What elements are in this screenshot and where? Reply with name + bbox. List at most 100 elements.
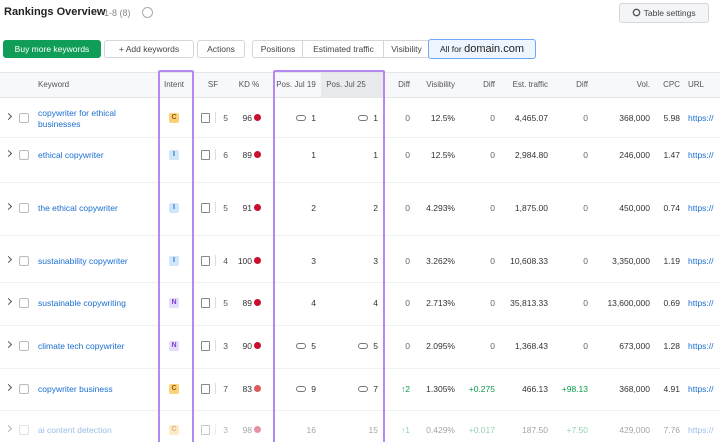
column-header[interactable]: Visibility [426, 80, 455, 89]
sf-icon [201, 113, 210, 123]
cell: 0.429% [426, 425, 455, 435]
keyword[interactable]: copywriter business [38, 384, 113, 394]
add-keywords[interactable]: + Add keywords [104, 40, 194, 58]
sf-icon [201, 203, 210, 213]
checkbox[interactable] [19, 384, 29, 394]
kd-dot [254, 114, 261, 121]
keyword[interactable]: climate tech copywriter [38, 341, 125, 351]
cell: 3,350,000 [612, 256, 650, 266]
keyword[interactable]: sustainability copywriter [38, 256, 128, 266]
expand-arrow[interactable] [4, 383, 13, 392]
sf-icon [201, 298, 210, 308]
cell: 13,600,000 [607, 298, 650, 308]
intent-badge: N [169, 341, 179, 351]
checkbox[interactable] [19, 256, 29, 266]
row-divider [0, 136, 720, 138]
cell: 12.5% [430, 150, 455, 160]
sf-divider [215, 297, 216, 308]
cell: ↑1 [401, 425, 410, 435]
tab[interactable]: Estimated traffic [302, 40, 385, 58]
cell: 12.5% [430, 113, 455, 123]
gear-icon [633, 8, 641, 17]
cell: 0 [490, 203, 495, 213]
keyword[interactable]: ethical copywriter [38, 150, 104, 160]
position: 3 [311, 256, 316, 266]
column-header[interactable]: URL [688, 80, 705, 89]
url[interactable]: https:// [688, 203, 714, 213]
kd-value: 90 [242, 341, 252, 351]
expand-arrow[interactable] [4, 202, 13, 211]
cell: 4.91 [663, 384, 680, 394]
sf-divider [215, 112, 216, 123]
expand-arrow[interactable] [4, 149, 13, 158]
checkbox[interactable] [19, 425, 29, 435]
checkbox[interactable] [19, 150, 29, 160]
cell: 4.293% [426, 203, 455, 213]
kd-value: 83 [242, 384, 252, 394]
kd-value: 89 [242, 298, 252, 308]
expand-arrow[interactable] [4, 112, 13, 121]
keyword[interactable]: sustainable copywriting [38, 298, 126, 308]
actions[interactable]: Actions [197, 40, 245, 58]
cell: 0 [490, 113, 495, 123]
keyword[interactable]: ai content detection [38, 425, 112, 435]
keyword[interactable]: the ethical copywriter [38, 203, 118, 213]
checkbox[interactable] [19, 113, 29, 123]
url[interactable]: https:// [688, 113, 714, 123]
column-header[interactable]: KD % [238, 80, 260, 89]
position: 2 [373, 203, 378, 213]
tab[interactable]: Positions [252, 40, 304, 58]
column-header[interactable]: Intent [163, 80, 184, 89]
column-header[interactable]: Est. traffic [512, 80, 548, 89]
cell: 0.74 [663, 203, 680, 213]
checkbox[interactable] [19, 203, 29, 213]
sf-divider [215, 202, 216, 213]
column-header[interactable]: Vol. [636, 80, 650, 89]
buy-button[interactable]: Buy more keywords [3, 40, 101, 58]
url[interactable]: https:// [688, 298, 714, 308]
keyword[interactable]: copywriter for ethical businesses [38, 108, 116, 129]
highlight-intent [158, 70, 194, 442]
column-header[interactable]: Diff [576, 80, 588, 89]
checkbox[interactable] [19, 341, 29, 351]
cell: 0 [490, 298, 495, 308]
url[interactable]: https:// [688, 341, 714, 351]
position: 3 [373, 256, 378, 266]
expand-arrow[interactable] [4, 340, 13, 349]
sf-divider [215, 149, 216, 160]
checkbox[interactable] [19, 298, 29, 308]
url[interactable]: https:// [688, 425, 714, 435]
expand-arrow[interactable] [4, 297, 13, 306]
column-header[interactable]: Pos. Jul 19 [276, 80, 316, 89]
sf-icon [201, 425, 210, 435]
expand-arrow[interactable] [4, 255, 13, 264]
cell: 2.713% [426, 298, 455, 308]
cell: 1,368.43 [514, 341, 548, 351]
url[interactable]: https:// [688, 256, 714, 266]
position: 16 [306, 425, 316, 435]
sf-value: 5 [223, 298, 228, 308]
sf-icon [201, 256, 210, 266]
column-header[interactable]: Pos. Jul 25 [326, 80, 366, 89]
column-header[interactable]: Keyword [38, 80, 70, 89]
position: 1 [311, 113, 316, 123]
info-icon[interactable] [142, 7, 153, 18]
column-header[interactable]: CPC [663, 80, 680, 89]
column-header[interactable]: Diff [483, 80, 495, 89]
url[interactable]: https:// [688, 384, 714, 394]
cell: 2.095% [426, 341, 455, 351]
column-header[interactable]: Diff [398, 80, 410, 89]
position: 5 [373, 341, 378, 351]
url[interactable]: https:// [688, 150, 714, 160]
cell: 0 [583, 298, 588, 308]
cell: 7.76 [663, 425, 680, 435]
kd-value: 89 [242, 150, 252, 160]
title: Rankings Overview [4, 6, 106, 18]
table-settings[interactable]: Table settings [619, 3, 709, 23]
cell: 368,000 [619, 384, 650, 394]
tab-selected[interactable]: All for domain.com [428, 39, 536, 59]
column-header[interactable]: SF [207, 80, 219, 89]
tab[interactable]: Visibility [383, 40, 430, 58]
row-divider [0, 409, 720, 411]
expand-arrow[interactable] [4, 424, 13, 433]
